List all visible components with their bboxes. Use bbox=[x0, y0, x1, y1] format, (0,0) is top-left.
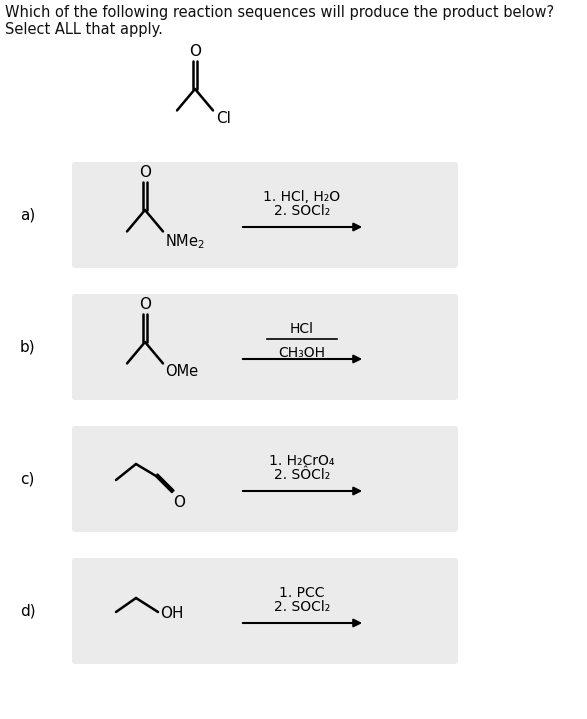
Text: d): d) bbox=[20, 603, 36, 618]
Text: b): b) bbox=[20, 339, 36, 354]
Text: 1. PCC: 1. PCC bbox=[279, 586, 325, 600]
Text: 1. HCl, H₂O: 1. HCl, H₂O bbox=[264, 190, 340, 204]
Text: 2. SOCl₂: 2. SOCl₂ bbox=[274, 204, 330, 218]
Text: 2. SOCl₂: 2. SOCl₂ bbox=[274, 600, 330, 614]
Text: CH₃OH: CH₃OH bbox=[278, 346, 326, 360]
Text: O: O bbox=[139, 165, 151, 180]
Text: a): a) bbox=[20, 208, 35, 222]
Text: O: O bbox=[189, 44, 201, 59]
Text: O: O bbox=[139, 297, 151, 312]
FancyBboxPatch shape bbox=[72, 162, 458, 268]
Text: 1. H₂CrO₄: 1. H₂CrO₄ bbox=[269, 454, 335, 468]
Text: O: O bbox=[173, 495, 185, 510]
Text: OH: OH bbox=[160, 605, 184, 620]
Text: NMe$_2$: NMe$_2$ bbox=[165, 232, 205, 251]
FancyBboxPatch shape bbox=[72, 558, 458, 664]
FancyBboxPatch shape bbox=[72, 294, 458, 400]
Text: Which of the following reaction sequences will produce the product below? Select: Which of the following reaction sequence… bbox=[5, 5, 554, 37]
FancyBboxPatch shape bbox=[72, 426, 458, 532]
Text: c): c) bbox=[20, 472, 35, 487]
Text: OMe: OMe bbox=[165, 365, 198, 380]
Text: HCl: HCl bbox=[290, 322, 314, 336]
Text: Cl: Cl bbox=[216, 111, 231, 127]
Text: 2. SÔCl₂: 2. SÔCl₂ bbox=[274, 468, 330, 482]
